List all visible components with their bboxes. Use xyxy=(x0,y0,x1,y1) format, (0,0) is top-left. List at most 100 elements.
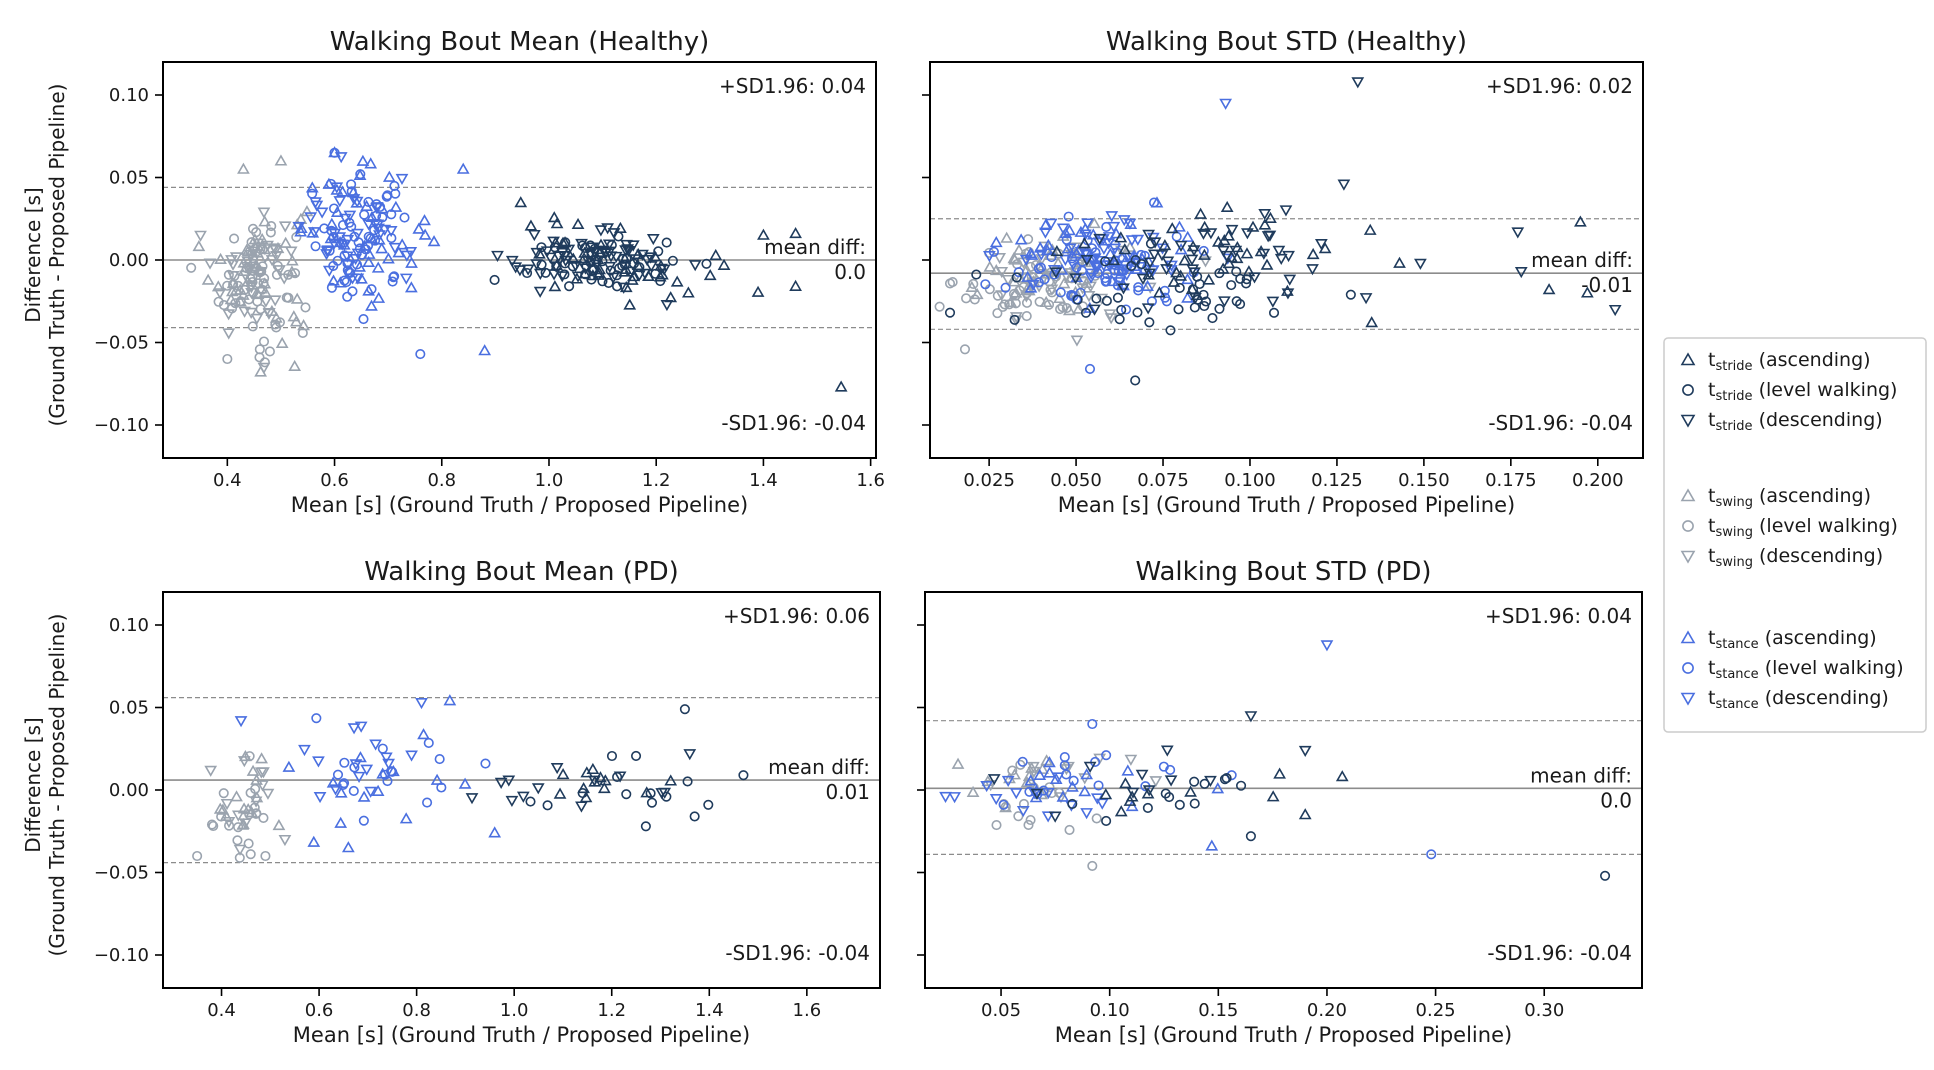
data-point-swing-up xyxy=(1053,291,1066,304)
data-point-stride-circle xyxy=(1101,295,1112,306)
data-point-swing-down xyxy=(262,308,276,320)
data-point-stride-up xyxy=(1184,785,1197,797)
data-point-stance-up xyxy=(1041,238,1055,251)
data-point-swing-up xyxy=(951,757,965,769)
data-point-stride-up xyxy=(1202,273,1216,285)
data-point-stride-down xyxy=(1160,264,1173,276)
legend-marker-swing-up xyxy=(1680,488,1696,502)
data-point-stride-up xyxy=(1306,247,1320,260)
data-point-stance-down xyxy=(354,721,368,733)
data-point-stride-circle xyxy=(1199,300,1210,312)
data-point-stride-down xyxy=(502,775,516,787)
data-point-stance-down xyxy=(333,196,347,208)
data-point-stride-down xyxy=(646,233,660,246)
data-point-swing-up xyxy=(246,764,260,776)
data-point-stride-down xyxy=(1258,208,1272,221)
y-tick-label: 0.10 xyxy=(109,85,149,106)
data-point-swing-down xyxy=(229,252,243,264)
data-point-stride-circle xyxy=(1189,776,1200,787)
data-point-stance-circle xyxy=(1100,273,1111,284)
x-tick-label: 1.6 xyxy=(793,1000,822,1021)
data-point-stance-up xyxy=(1141,279,1154,292)
legend-item-swing-circle: tswing (level walking) xyxy=(1682,515,1898,540)
data-point-stride-down xyxy=(1337,179,1351,191)
data-point-stride-up xyxy=(1542,283,1556,295)
data-point-stride-up xyxy=(1254,245,1268,257)
data-point-swing-down xyxy=(1149,776,1163,788)
data-point-swing-down xyxy=(239,270,252,282)
data-point-stance-down xyxy=(346,273,359,285)
data-point-swing-circle xyxy=(247,321,258,332)
y-axis-label-top: Difference [s] (Ground Truth - Proposed … xyxy=(21,84,69,427)
data-point-stance-down xyxy=(1094,256,1108,268)
data-point-stride-down xyxy=(1135,769,1149,781)
data-point-stride-circle xyxy=(1207,313,1218,324)
data-point-swing-up xyxy=(258,215,272,227)
data-point-stance-down xyxy=(388,242,402,255)
data-point-stance-up xyxy=(375,242,389,254)
data-point-stride-circle xyxy=(1214,303,1225,314)
data-point-swing-circle xyxy=(999,299,1010,310)
data-point-stride-down xyxy=(593,252,607,264)
data-point-stride-down xyxy=(1306,264,1319,276)
data-point-stride-down xyxy=(1136,273,1150,285)
data-point-stance-up xyxy=(1205,839,1219,851)
data-point-stride-circle xyxy=(1080,307,1092,318)
data-point-swing-up xyxy=(287,310,301,322)
data-point-stride-circle xyxy=(1144,317,1155,328)
data-point-stance-circle xyxy=(339,757,350,768)
data-point-stance-up xyxy=(334,816,348,828)
data-point-swing-circle xyxy=(246,237,257,248)
data-point-swing-up xyxy=(970,287,984,300)
data-point-stance-down xyxy=(1026,279,1040,292)
data-point-stance-down xyxy=(405,750,418,762)
data-point-stance-circle xyxy=(358,815,369,826)
data-point-stance-up xyxy=(1043,756,1056,768)
data-point-swing-down xyxy=(1001,274,1015,287)
data-point-swing-down xyxy=(1124,754,1138,766)
data-point-stride-down xyxy=(491,250,504,262)
data-point-swing-up xyxy=(236,288,250,300)
data-point-stride-down xyxy=(571,271,585,283)
data-point-stance-down xyxy=(1091,262,1104,274)
data-point-stance-down xyxy=(1041,787,1055,800)
data-point-stance-circle xyxy=(365,233,376,244)
data-point-stride-down xyxy=(1229,245,1243,257)
data-point-swing-up xyxy=(1072,302,1086,314)
data-point-swing-circle xyxy=(1000,801,1011,812)
data-point-stance-circle xyxy=(342,291,353,302)
x-tick-label: 0.075 xyxy=(1137,470,1189,491)
data-point-stride-down xyxy=(1093,233,1107,246)
legend-suffix: (ascending) xyxy=(1759,627,1877,649)
legend-suffix: (descending) xyxy=(1753,409,1883,431)
data-point-stance-up xyxy=(1033,768,1047,781)
data-point-stance-up xyxy=(1181,291,1194,303)
x-axis-label: Mean [s] (Ground Truth / Proposed Pipeli… xyxy=(293,1023,750,1047)
data-point-swing-circle xyxy=(1021,311,1032,322)
data-point-stance-circle xyxy=(388,272,399,283)
data-point-stance-down xyxy=(320,246,334,258)
data-point-stance-circle xyxy=(311,713,322,724)
x-tick-label: 0.8 xyxy=(402,1000,431,1021)
data-point-stance-down xyxy=(939,791,952,804)
data-point-stride-up xyxy=(1230,251,1244,264)
data-point-stride-down xyxy=(1141,303,1155,315)
data-point-stride-up xyxy=(709,248,723,261)
data-point-stride-circle xyxy=(489,274,500,286)
data-point-stride-circle xyxy=(1132,307,1143,318)
data-point-stride-down xyxy=(1248,272,1261,284)
data-point-swing-up xyxy=(272,818,286,831)
y-tick-label: −0.10 xyxy=(94,945,149,966)
data-point-stance-down xyxy=(304,212,318,224)
data-point-stance-circle xyxy=(1101,750,1112,761)
data-point-swing-down xyxy=(244,250,258,262)
data-point-stance-circle xyxy=(436,782,447,793)
data-point-stance-down xyxy=(1009,788,1023,800)
data-point-stance-circle xyxy=(359,209,370,220)
data-point-stance-circle xyxy=(434,754,445,765)
data-point-stance-circle xyxy=(1055,287,1066,298)
data-point-stride-down xyxy=(494,777,508,789)
data-point-stride-circle xyxy=(1101,815,1112,826)
data-point-stride-down xyxy=(1514,266,1528,279)
